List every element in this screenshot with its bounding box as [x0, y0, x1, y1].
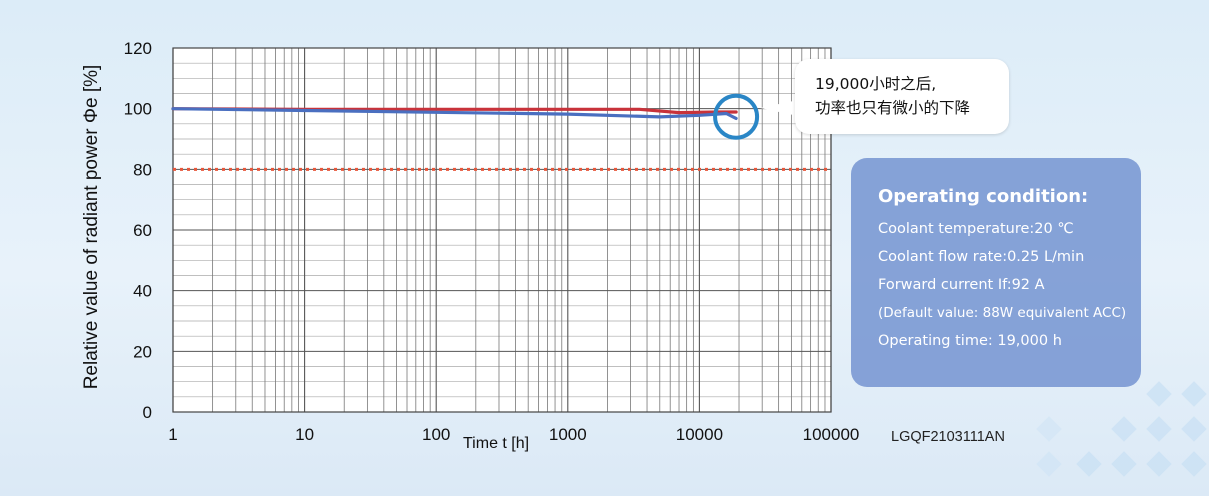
highlight-group [713, 93, 760, 140]
y-tick-label: 60 [133, 221, 152, 240]
x-tick-label: 1 [168, 425, 177, 444]
highlight-circle [713, 93, 760, 140]
y-tick-labels: 0 20 40 60 80 100 120 [124, 39, 152, 422]
condition-forward-current: Forward current If:92 A [878, 277, 1045, 293]
callout-line-1: 19,000小时之后, [815, 75, 937, 93]
x-tick-label: 10000 [676, 425, 723, 444]
y-axis-label: Relative value of radiant power Φe [%] [81, 65, 102, 390]
y-tick-label: 120 [124, 39, 152, 58]
y-tick-label: 0 [143, 403, 152, 422]
condition-coolant-temperature: Coolant temperature:20 ℃ [878, 221, 1074, 237]
x-axis-label: Time t [h] [463, 435, 529, 452]
callout-line-2: 功率也只有微小的下降 [815, 99, 971, 117]
y-tick-label: 80 [133, 160, 152, 179]
operating-condition-title: Operating condition: [878, 186, 1089, 207]
series-group [171, 107, 738, 120]
y-tick-label: 40 [133, 282, 152, 301]
condition-default-value: (Default value: 88W equivalent ACC) [878, 305, 1127, 321]
callout-bubble: 19,000小时之后, 功率也只有微小的下降 [795, 59, 1009, 134]
x-tick-label: 1000 [549, 425, 587, 444]
x-tick-label: 10 [295, 425, 314, 444]
y-tick-label: 100 [124, 100, 152, 119]
callout-tail [760, 100, 798, 116]
x-tick-label: 100 [422, 425, 450, 444]
condition-coolant-flow-rate: Coolant flow rate:0.25 L/min [878, 249, 1085, 265]
plot-border [172, 47, 832, 413]
operating-condition-box: Operating condition: Coolant temperature… [851, 158, 1141, 387]
x-tick-label: 100000 [803, 425, 860, 444]
series-line-2 [171, 107, 738, 120]
condition-operating-time: Operating time: 19,000 h [878, 333, 1062, 349]
product-code: LGQF2103111AN [891, 429, 1005, 445]
x-tick-labels: 1 10 100 1000 10000 100000 [168, 425, 859, 444]
y-tick-label: 20 [133, 342, 152, 361]
